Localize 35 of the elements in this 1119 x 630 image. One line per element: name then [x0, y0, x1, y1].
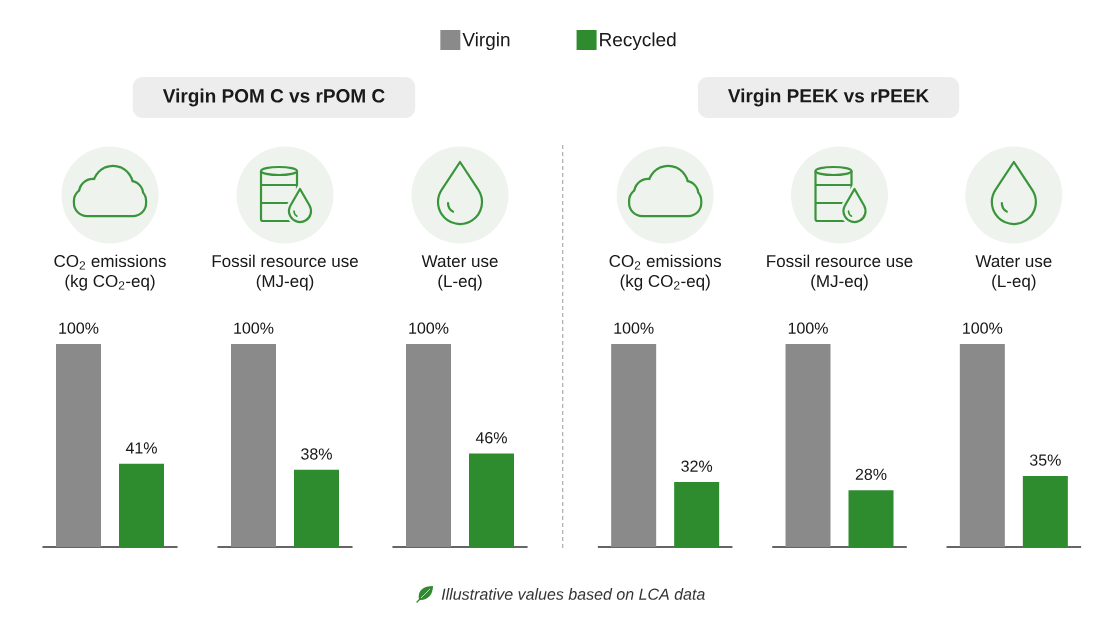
data-label: 32%: [681, 460, 713, 472]
legend-label: Recycled: [600, 32, 676, 51]
x-tick-label: Water use (L-eq): [975, 255, 1052, 291]
data-label: 38%: [301, 448, 332, 460]
chart-title: Virgin PEEK vs rPEEK: [727, 88, 929, 107]
bar: [785, 344, 831, 547]
bar: [294, 469, 340, 547]
data-label: 100%: [614, 322, 654, 334]
bar: [959, 344, 1005, 547]
bar: [1022, 475, 1068, 547]
bar: [406, 344, 452, 547]
data-label: 100%: [963, 322, 1003, 334]
bar: [848, 490, 894, 547]
data-label: 100%: [788, 322, 828, 334]
x-tick-label: CO$_{2}$ emissions (kg CO$_{2}$-eq): [609, 254, 722, 291]
data-label: 100%: [59, 322, 99, 334]
bar: [611, 344, 657, 547]
data-label: 35%: [1029, 454, 1061, 466]
x-tick-label: CO$_{2}$ emissions (kg CO$_{2}$-eq): [54, 254, 166, 291]
bar: [119, 463, 165, 547]
bar: [56, 344, 101, 547]
bar: [469, 453, 515, 547]
data-label: 41%: [125, 442, 157, 454]
data-label: 46%: [475, 432, 507, 444]
bar: [231, 344, 277, 547]
x-tick-label: Water use (L-eq): [421, 255, 498, 291]
chart-title: Virgin POM C vs rPOM C: [162, 88, 385, 107]
bar: [674, 482, 720, 547]
data-label: 28%: [855, 468, 887, 480]
x-tick-label: Fossil resource use (MJ-eq): [767, 254, 913, 291]
x-tick-label: Fossil resource use (MJ-eq): [212, 254, 358, 291]
text: Illustrative values based on LCA data: [441, 588, 705, 600]
legend-label: Virgin: [462, 32, 510, 51]
data-label: 100%: [234, 322, 274, 334]
data-label: 100%: [409, 322, 449, 334]
